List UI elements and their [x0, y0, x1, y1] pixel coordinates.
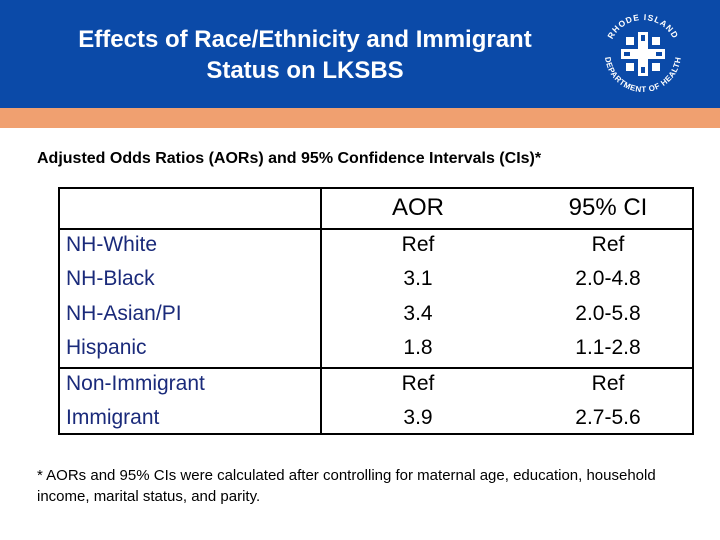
title-line-1: Effects of Race/Ethnicity and Immigrant — [78, 26, 532, 53]
row-ci: 2.7-5.6 — [575, 406, 641, 429]
aor-table: AOR 95% CI NH-White Ref Ref NH-Black 3.1… — [58, 187, 694, 435]
row-label: Hispanic — [66, 336, 147, 359]
table-border-top — [58, 187, 694, 189]
header-stripe — [0, 108, 720, 128]
row-label: NH-Asian/PI — [66, 302, 182, 325]
header-ci: 95% CI — [568, 194, 648, 221]
header-aor: AOR — [391, 194, 444, 221]
row-label: NH-Black — [66, 267, 155, 290]
row-ci: Ref — [591, 233, 625, 256]
row-ci: Ref — [591, 372, 625, 395]
row-aor: 1.8 — [403, 336, 433, 359]
table-column-divider — [320, 187, 322, 435]
row-label: NH-White — [66, 233, 158, 256]
table-subtitle: Adjusted Odds Ratios (AORs) and 95% Conf… — [37, 150, 542, 167]
row-label: Immigrant — [66, 406, 160, 429]
row-ci: 2.0-5.8 — [575, 302, 641, 325]
row-aor: 3.4 — [403, 302, 433, 325]
header-banner — [0, 0, 720, 108]
row-aor: Ref — [401, 372, 435, 395]
rhode-island-health-logo: RHODE ISLAND DEPARTMENT OF HEALTH — [603, 12, 682, 94]
table-header-divider — [58, 228, 694, 230]
table-border-left — [58, 187, 60, 435]
footnote: * AORs and 95% CIs were calculated after… — [37, 467, 656, 505]
table-border-bottom — [58, 433, 694, 435]
row-aor: 3.1 — [403, 267, 433, 290]
row-aor: 3.9 — [403, 406, 433, 429]
page-title: Effects of Race/Ethnicity and Immigrant … — [20, 24, 590, 86]
row-aor: Ref — [401, 233, 435, 256]
row-ci: 1.1-2.8 — [575, 336, 641, 359]
title-line-2: Status on LKSBS — [206, 57, 404, 84]
row-label: Non-Immigrant — [66, 372, 205, 395]
table-border-right — [692, 187, 694, 435]
ri-health-cross-icon — [621, 32, 665, 76]
row-ci: 2.0-4.8 — [575, 267, 641, 290]
table-group-divider — [58, 367, 694, 369]
